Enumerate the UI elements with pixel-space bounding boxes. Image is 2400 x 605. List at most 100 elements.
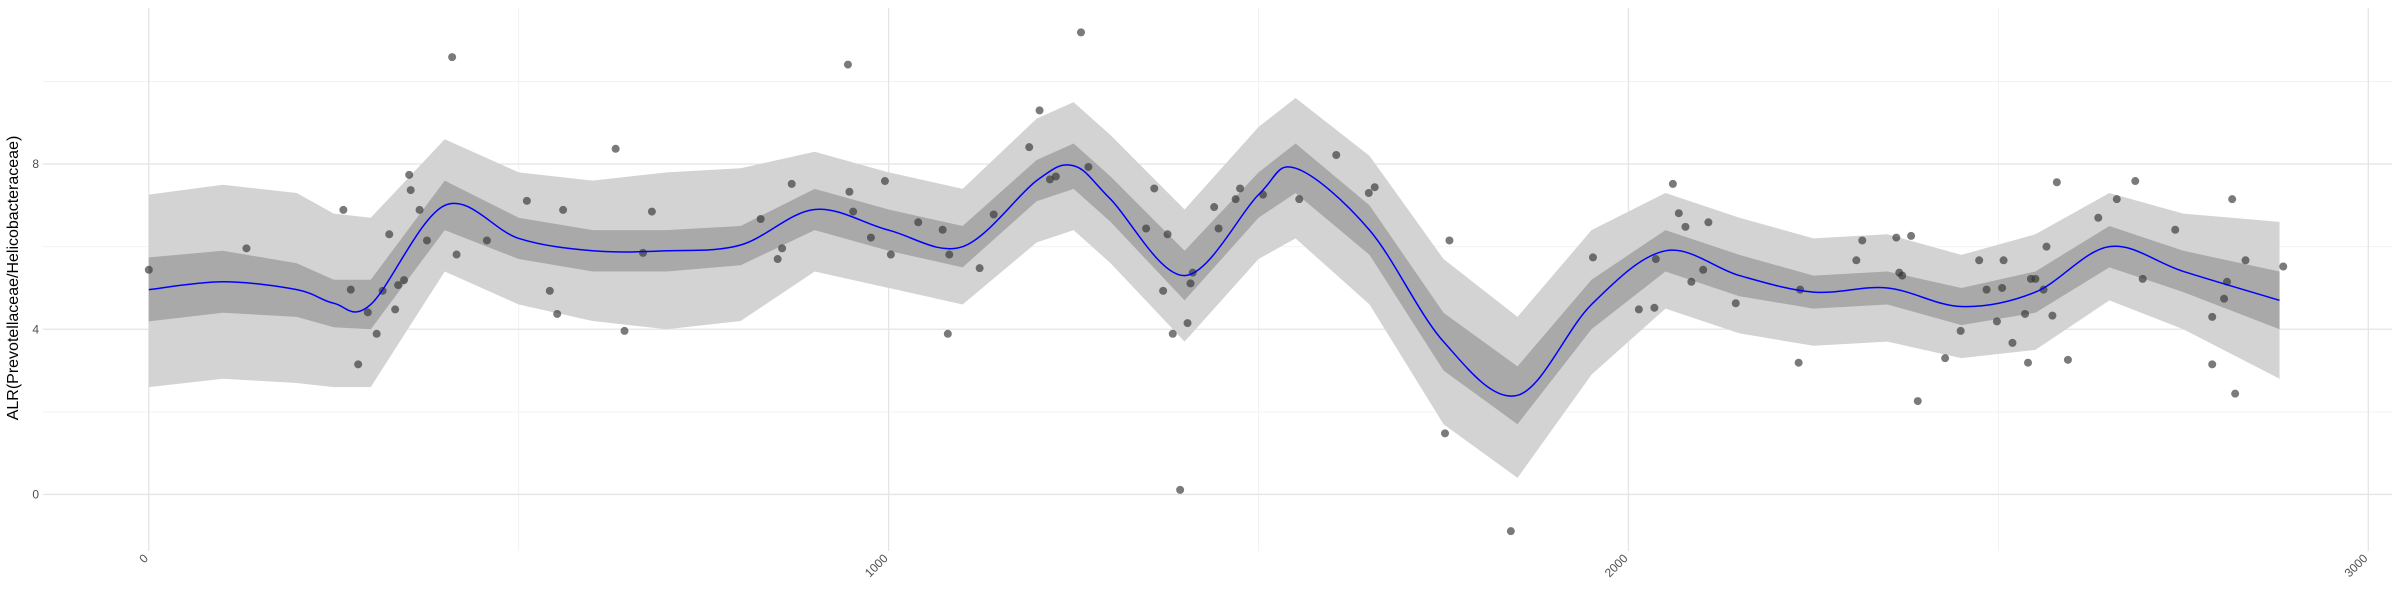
data-point <box>422 236 431 245</box>
data-point <box>1998 283 2007 292</box>
data-point <box>1975 256 1984 265</box>
data-point <box>2023 358 2032 367</box>
data-point <box>611 144 620 153</box>
data-point <box>1183 319 1192 328</box>
data-point <box>1668 179 1677 188</box>
data-point <box>989 210 998 219</box>
data-point <box>787 179 796 188</box>
data-point <box>1992 317 2001 326</box>
data-point <box>406 186 415 195</box>
data-point <box>1084 162 1093 171</box>
data-point <box>1035 106 1044 115</box>
data-point <box>2171 225 2180 234</box>
data-point <box>1231 195 1240 204</box>
data-point <box>1210 203 1219 212</box>
y-tick-label: 8 <box>32 157 39 171</box>
y-axis-label: ALR(Prevotellaceae/Helicobacteraceae) <box>5 136 22 421</box>
data-point <box>2063 355 2072 364</box>
data-point <box>2048 311 2057 320</box>
data-point <box>1295 195 1304 204</box>
data-point <box>144 265 153 274</box>
data-point <box>415 205 424 214</box>
data-point <box>372 329 381 338</box>
data-point <box>559 205 568 214</box>
data-point <box>2138 274 2147 283</box>
data-point <box>2220 294 2229 303</box>
data-point <box>1699 265 1708 274</box>
x-tick-label: 0 <box>136 551 151 566</box>
data-point <box>849 207 858 216</box>
data-point <box>346 285 355 294</box>
data-point <box>1364 188 1373 197</box>
data-point <box>1651 255 1660 264</box>
data-point <box>482 236 491 245</box>
data-point <box>2052 178 2061 187</box>
data-point <box>1168 329 1177 338</box>
marks <box>144 28 2288 536</box>
data-point <box>1956 326 1965 335</box>
x-tick-label: 2000 <box>1602 551 1631 580</box>
data-point <box>1441 429 1450 438</box>
x-tick-label: 3000 <box>2342 551 2371 580</box>
data-point <box>620 326 629 335</box>
data-point <box>242 244 251 253</box>
data-point <box>2112 195 2121 204</box>
data-point <box>945 250 954 259</box>
data-point <box>1332 151 1341 160</box>
data-point <box>1051 172 1060 181</box>
data-point <box>1236 184 1245 193</box>
data-point <box>1176 485 1185 494</box>
bands <box>148 98 2280 478</box>
data-point <box>845 187 854 196</box>
data-point <box>2131 177 2140 186</box>
data-point <box>452 250 461 259</box>
x-tick-label: 1000 <box>862 551 891 580</box>
y-tick-label: 0 <box>32 487 39 501</box>
outer-confidence-band <box>148 98 2280 478</box>
data-point <box>1674 209 1683 218</box>
data-point <box>448 53 457 62</box>
data-point <box>1941 354 1950 363</box>
data-point <box>1214 224 1223 233</box>
data-point <box>914 218 923 227</box>
data-point <box>639 248 648 257</box>
data-point <box>1704 218 1713 227</box>
data-point <box>886 250 895 259</box>
data-point <box>391 305 400 314</box>
data-point <box>1731 299 1740 308</box>
data-point <box>1588 253 1597 262</box>
data-point <box>1163 230 1172 239</box>
data-point <box>394 281 403 290</box>
data-point <box>1796 285 1805 294</box>
data-point <box>943 329 952 338</box>
data-point <box>1445 236 1454 245</box>
data-point <box>756 215 765 224</box>
data-point <box>1370 183 1379 192</box>
data-point <box>1025 143 1034 152</box>
data-point <box>2039 285 2048 294</box>
data-point <box>2241 256 2250 265</box>
data-point <box>1892 233 1901 242</box>
data-point <box>2008 338 2017 347</box>
data-point <box>1687 277 1696 286</box>
data-point <box>522 196 531 205</box>
data-point <box>1506 527 1515 536</box>
data-point <box>1913 397 1922 406</box>
data-point <box>2231 389 2240 398</box>
data-point <box>2228 195 2237 204</box>
data-point <box>1907 231 1916 240</box>
data-point <box>400 276 409 285</box>
data-point <box>2031 274 2040 283</box>
data-point <box>1076 28 1085 37</box>
data-point <box>938 225 947 234</box>
data-point <box>545 286 554 295</box>
data-point <box>773 255 782 264</box>
inner-confidence-band <box>148 143 2280 425</box>
data-point <box>1858 236 1867 245</box>
data-point <box>647 207 656 216</box>
data-point <box>2094 213 2103 222</box>
data-point <box>1150 184 1159 193</box>
data-point <box>339 205 348 214</box>
data-point <box>843 60 852 69</box>
data-point <box>1794 358 1803 367</box>
